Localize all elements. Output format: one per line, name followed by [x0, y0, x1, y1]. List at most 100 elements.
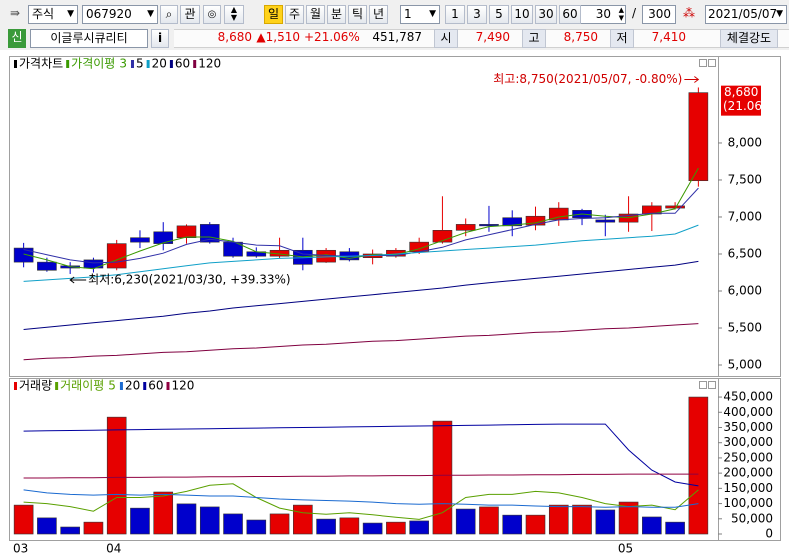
y-tick-label: 50,000: [731, 511, 773, 525]
volume-bar: [572, 504, 592, 535]
volume-bar: [316, 518, 336, 535]
volume-bar: [595, 509, 616, 535]
high-label: 고: [522, 29, 546, 48]
spin-button[interactable]: ▲ ▼: [224, 5, 244, 24]
strength-button[interactable]: 체결강도: [720, 29, 778, 48]
volume-bar: [106, 416, 127, 535]
ma-line: [23, 489, 699, 508]
interval-button[interactable]: 10: [511, 5, 533, 24]
legend-label: 거래이평: [60, 379, 104, 393]
separator: /: [631, 6, 637, 20]
unit: 1: [404, 7, 412, 21]
y-tick-label: 100,000: [723, 496, 773, 510]
y-tick-label: 6,000: [728, 283, 762, 297]
volume-bar: [130, 507, 150, 535]
y-tick-label: 200,000: [723, 466, 773, 480]
market-select[interactable]: 주식 ▼: [28, 5, 78, 24]
volume-bar: [37, 517, 57, 535]
count-input[interactable]: 30 ▲ ▼: [580, 5, 626, 24]
legend-entry: 5: [108, 379, 116, 393]
y-tick-label: 8,000: [728, 135, 762, 149]
period-button[interactable]: 년: [369, 5, 388, 24]
period-button[interactable]: 틱: [348, 5, 367, 24]
volume-bar: [455, 508, 476, 535]
price: 8,680: [217, 30, 252, 44]
high: 8,750: [563, 30, 598, 44]
candle-body: [106, 243, 127, 269]
interval-button[interactable]: 30: [535, 5, 557, 24]
watch-button[interactable]: 관: [180, 5, 200, 24]
volume-bar: [269, 513, 290, 535]
legend-entry: 60: [175, 57, 190, 71]
period-button[interactable]: 월: [306, 5, 325, 24]
volume-bar: [199, 506, 220, 535]
change: ▲1,510: [256, 30, 300, 44]
menu-icon[interactable]: ⇛: [9, 6, 21, 20]
panel-icon[interactable]: [699, 59, 707, 67]
legend-swatch: [14, 60, 17, 68]
volume-bar: [176, 503, 197, 535]
current-price-box: [721, 85, 761, 116]
link-button[interactable]: ◎: [203, 5, 221, 24]
volume-bar: [479, 506, 499, 535]
x-tick-label: 03: [13, 542, 28, 556]
volume-bar: [525, 514, 546, 535]
period-button[interactable]: 주: [285, 5, 304, 24]
total-input[interactable]: 300: [642, 5, 676, 24]
volume-bar: [246, 519, 267, 535]
candle-body: [13, 247, 34, 263]
low-note: 최저:6,230(2021/03/30, +39.33%): [88, 272, 290, 286]
y-tick-label: 7,000: [728, 209, 762, 223]
candle-body: [37, 261, 57, 271]
volume-bar: [153, 491, 174, 535]
period-button[interactable]: 일: [264, 5, 283, 24]
legend-swatch: [146, 60, 150, 68]
code: 067920: [86, 7, 132, 21]
panel-icon[interactable]: [708, 381, 716, 389]
candle-body: [83, 259, 104, 269]
legend-entry: 120: [172, 379, 195, 393]
period-button[interactable]: 분: [327, 5, 346, 24]
legend-swatch: [66, 60, 70, 68]
current-price-label: 8,680: [724, 85, 758, 99]
interval-button[interactable]: 3: [467, 5, 487, 24]
price-panel: [9, 56, 781, 377]
panel-icon[interactable]: [708, 59, 716, 67]
low-arrow: [69, 276, 87, 284]
volume-bar: [502, 514, 523, 535]
volume-bar: [293, 504, 313, 535]
volume: 451,787: [372, 30, 422, 44]
candle-body: [502, 217, 523, 227]
unit-select[interactable]: 1 ▼: [400, 5, 440, 24]
info-button[interactable]: i: [151, 29, 169, 48]
current-change-label: (21.06%): [723, 99, 778, 113]
legend-swatch: [193, 60, 197, 68]
quote-bar: [174, 29, 789, 48]
y-tick-label: 6,500: [728, 246, 762, 260]
y-tick-label: 350,000: [723, 420, 773, 434]
open: 7,490: [475, 30, 510, 44]
code-input[interactable]: 067920 ▼: [82, 5, 158, 24]
y-tick-label: 150,000: [723, 481, 773, 495]
candle-body: [153, 231, 174, 244]
legend-label: 가격이평: [71, 57, 115, 71]
candle-body: [455, 224, 476, 231]
interval-button[interactable]: 5: [489, 5, 509, 24]
search-button[interactable]: ⌕: [160, 5, 178, 24]
settings-icon[interactable]: ⁂: [683, 6, 695, 20]
candle-body: [130, 237, 150, 243]
date-select[interactable]: 2021/05/07 ▼: [705, 5, 787, 24]
panel-icon[interactable]: [699, 381, 707, 389]
interval-button[interactable]: 1: [445, 5, 465, 24]
legend-swatch: [166, 382, 170, 390]
open-label: 시: [434, 29, 458, 48]
market: 주식: [32, 7, 55, 21]
volume-bar: [339, 517, 360, 535]
volume-bar: [688, 396, 709, 535]
legend-title: 가격차트: [19, 57, 63, 71]
interval-button[interactable]: 60: [559, 5, 581, 24]
y-tick-label: 7,500: [728, 172, 762, 186]
y-tick-label: 300,000: [723, 435, 773, 449]
legend-entry: 120: [198, 57, 221, 71]
